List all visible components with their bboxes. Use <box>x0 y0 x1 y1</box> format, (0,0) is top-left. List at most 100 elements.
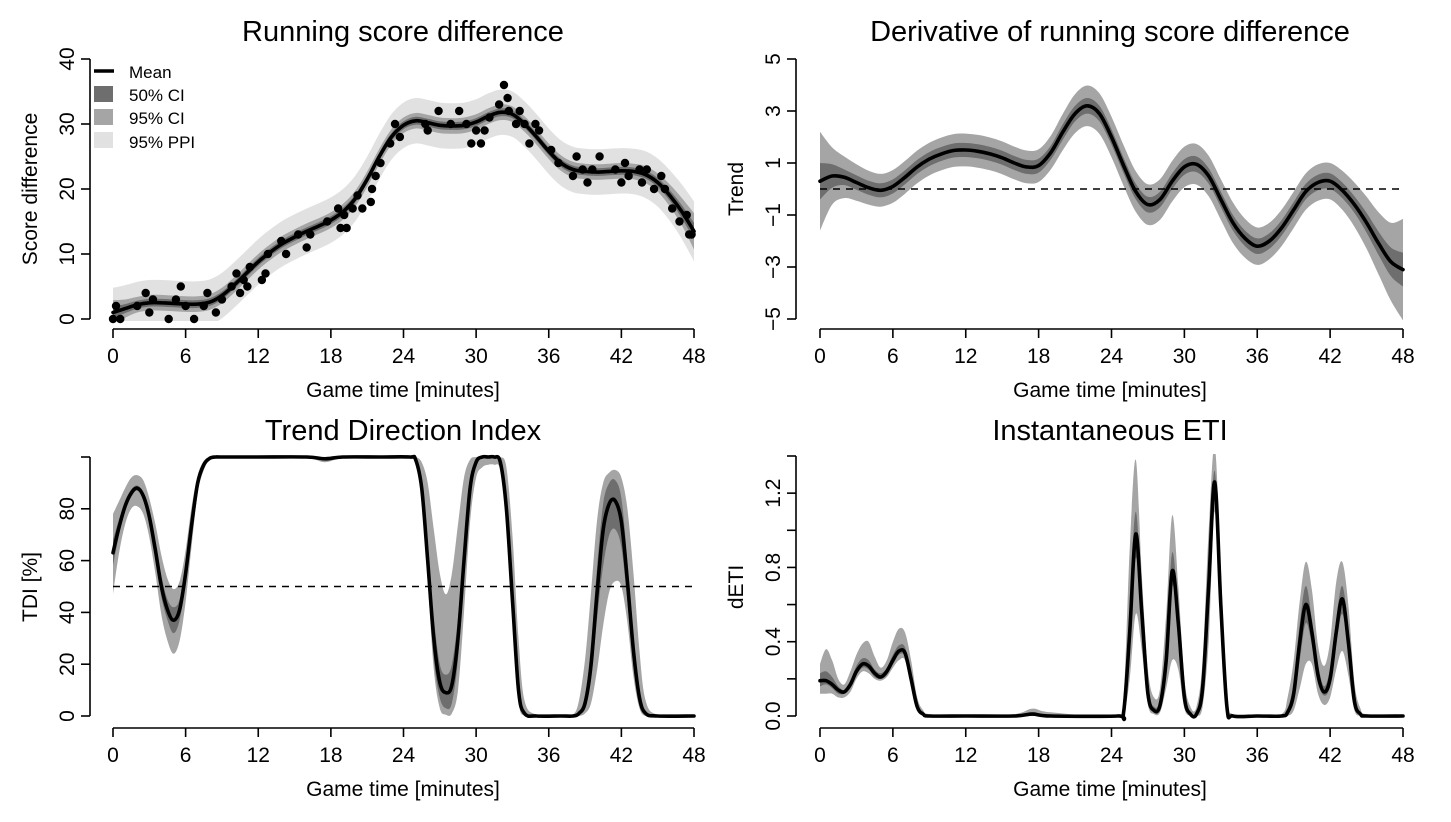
x-tick-label: 18 <box>1027 345 1050 368</box>
data-point <box>116 314 125 324</box>
x-tick-label: 36 <box>537 744 560 767</box>
data-point <box>164 314 173 324</box>
panel-trend-direction-index: Trend Direction Index 0 6 12 18 24 30 36 42 48 0 2… <box>19 415 706 801</box>
x-tick-label: 48 <box>682 744 705 767</box>
data-point <box>525 139 534 148</box>
data-point <box>281 249 291 259</box>
x-tick-label: 0 <box>814 744 826 767</box>
x-tick-label: 36 <box>537 345 560 368</box>
data-point <box>572 152 581 161</box>
x-tick-label: 18 <box>319 345 342 368</box>
x-tick-label: 12 <box>954 744 977 767</box>
legend-ci95-swatch <box>94 109 113 125</box>
x-tick-label: 0 <box>107 744 119 767</box>
data-point <box>499 80 509 90</box>
series-lines <box>818 480 1405 722</box>
data-point <box>434 106 443 116</box>
bands <box>113 455 694 718</box>
data-point <box>515 106 524 116</box>
x-tick-label: 0 <box>814 345 826 368</box>
data-point <box>243 282 252 291</box>
ci50-band <box>820 470 1403 718</box>
data-point <box>367 184 377 194</box>
data-point <box>668 204 677 213</box>
y-tick-label: 40 <box>56 601 79 624</box>
data-point <box>141 288 150 298</box>
x-tick-label: 36 <box>1246 744 1269 767</box>
ci95-band <box>113 456 694 718</box>
data-point <box>371 171 380 181</box>
y-axis-label: Trend <box>725 162 748 216</box>
y-tick-label: 0 <box>56 313 79 325</box>
data-point <box>511 119 521 129</box>
data-point <box>342 223 351 233</box>
legend-mean-label: Mean <box>129 63 172 82</box>
data-point <box>657 171 666 181</box>
data-point <box>531 119 540 129</box>
data-point <box>642 165 651 174</box>
x-tick-label: 48 <box>682 345 705 368</box>
y-tick-label: 10 <box>56 242 79 265</box>
ci95-band <box>113 104 694 321</box>
y-tick-label: 0.0 <box>762 701 785 730</box>
x-tick-label: 42 <box>1318 744 1341 767</box>
panel-derivative: Derivative of running score difference 0… <box>725 16 1415 402</box>
data-point <box>471 126 481 135</box>
x-tick-label: 30 <box>1173 744 1196 767</box>
x-tick-label: 6 <box>180 744 192 767</box>
data-point <box>617 178 626 187</box>
mean-line <box>818 480 1405 722</box>
data-point <box>302 243 311 252</box>
legend-ci95-label: 95% CI <box>129 109 185 128</box>
data-point <box>111 301 121 311</box>
data-point <box>467 139 476 148</box>
axes: 0 6 12 18 24 30 36 42 48 0.0 0.4 0.8 1.2 <box>762 455 1415 767</box>
x-axis-label: Game time [minutes] <box>1013 778 1207 801</box>
y-tick-label: −5 <box>762 307 785 331</box>
data-point <box>333 204 343 213</box>
y-tick-label: 60 <box>56 549 79 572</box>
x-tick-label: 12 <box>247 345 270 368</box>
panel-title: Instantaneous ETI <box>992 415 1227 447</box>
data-point <box>624 171 633 181</box>
x-tick-label: 6 <box>180 345 192 368</box>
legend-ci50-swatch <box>94 86 113 102</box>
y-tick-label: 3 <box>762 105 785 117</box>
y-tick-label: 20 <box>56 177 79 200</box>
x-axis-label: Game time [minutes] <box>306 379 500 402</box>
y-tick-label: 0.8 <box>762 553 785 582</box>
legend-ci50-label: 50% CI <box>129 86 185 105</box>
y-axis-label: TDI [%] <box>19 552 42 622</box>
y-tick-label: 40 <box>56 47 79 70</box>
data-point <box>395 132 405 142</box>
series-lines <box>111 454 696 718</box>
data-point <box>232 269 241 278</box>
ci50-band <box>820 98 1403 287</box>
y-tick-label: −3 <box>762 255 785 279</box>
data-point <box>203 288 212 298</box>
y-tick-label: −1 <box>762 203 785 227</box>
data-point <box>620 158 630 168</box>
data-point <box>366 197 376 207</box>
y-tick-label: 1 <box>762 157 785 169</box>
x-tick-label: 36 <box>1246 345 1269 368</box>
panel-instantaneous-eti: Instantaneous ETI 0 6 12 18 24 30 36 42 48 0.0 0.4… <box>725 415 1415 801</box>
data-point <box>480 126 489 135</box>
x-tick-label: 30 <box>464 744 487 767</box>
axes: 0 6 12 18 24 30 36 42 48 0 10 20 30 40 <box>56 47 706 368</box>
legend-ppi-label: 95% PPI <box>129 133 195 152</box>
data-point <box>494 100 504 109</box>
data-point <box>211 308 221 317</box>
data-point <box>423 126 432 135</box>
data-point <box>189 314 199 324</box>
axes: 0 6 12 18 24 30 36 42 48 0 20 40 60 80 <box>56 456 706 767</box>
x-tick-label: 24 <box>392 744 416 767</box>
x-tick-label: 6 <box>887 744 899 767</box>
x-tick-label: 24 <box>1100 744 1124 767</box>
y-tick-label: 30 <box>56 112 79 135</box>
mean-line <box>111 110 696 315</box>
y-tick-label: 0.4 <box>762 627 785 657</box>
mean-line <box>818 104 1405 272</box>
mean-line <box>111 454 696 718</box>
